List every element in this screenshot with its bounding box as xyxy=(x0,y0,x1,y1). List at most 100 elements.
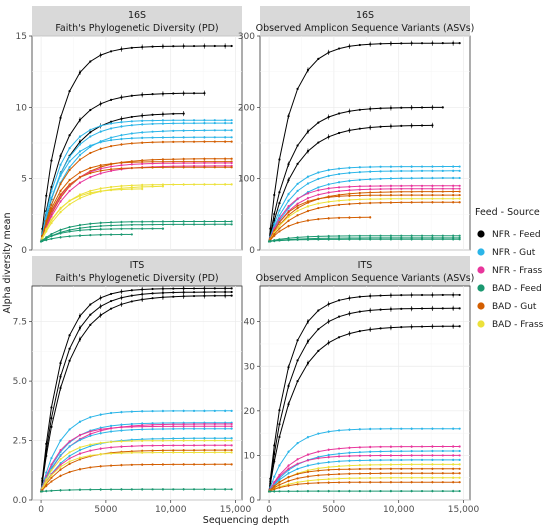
data-point xyxy=(317,481,320,485)
data-point xyxy=(99,465,102,468)
data-point xyxy=(224,422,227,426)
data-point xyxy=(50,197,53,200)
data-point xyxy=(182,425,185,428)
y-tick-label: 10 xyxy=(16,103,28,113)
series-line xyxy=(40,223,232,242)
data-point xyxy=(99,102,102,105)
data-point xyxy=(420,449,424,453)
data-point xyxy=(400,177,403,180)
data-point xyxy=(420,190,424,193)
y-axis-title: Alpha diversity mean xyxy=(2,213,13,314)
data-point xyxy=(161,444,165,447)
data-point xyxy=(68,134,71,137)
data-point xyxy=(224,161,227,165)
data-point xyxy=(120,464,123,467)
series-line xyxy=(268,459,460,492)
data-point xyxy=(306,459,310,462)
data-point xyxy=(369,450,372,453)
data-point xyxy=(161,296,165,299)
data-point xyxy=(369,238,372,241)
data-point xyxy=(151,158,154,161)
data-point xyxy=(278,227,281,230)
data-point xyxy=(224,451,227,454)
data-point xyxy=(296,458,299,461)
y-tick-label: 5.0 xyxy=(13,377,28,387)
data-point xyxy=(182,423,185,426)
legend-items: NFR - Feed NFR - Gut NFR - Frass BAD - Feed… xyxy=(477,230,544,330)
data-point xyxy=(441,467,444,470)
data-point xyxy=(130,410,133,413)
data-point xyxy=(89,228,92,231)
data-point xyxy=(59,154,62,158)
data-point xyxy=(348,171,351,174)
data-point xyxy=(389,234,393,237)
series-line xyxy=(268,450,460,492)
x-tick-label: 15,000 xyxy=(220,505,252,515)
data-point xyxy=(161,291,165,294)
data-point xyxy=(358,446,361,449)
data-point xyxy=(410,454,413,457)
data-point xyxy=(452,176,455,180)
data-point xyxy=(306,192,310,195)
data-point xyxy=(230,294,233,297)
data-point xyxy=(327,235,330,238)
data-point xyxy=(410,293,413,297)
data-point xyxy=(172,158,175,161)
data-point xyxy=(389,201,393,204)
data-point xyxy=(141,422,144,425)
data-point xyxy=(296,207,299,210)
data-point xyxy=(109,424,113,427)
data-point xyxy=(306,205,310,208)
data-point xyxy=(337,489,341,493)
panel-3: ITS Faith's Phylogenetic Diversity (PD) 0.… xyxy=(13,256,252,515)
data-point xyxy=(348,477,351,480)
data-point xyxy=(120,429,123,432)
data-point xyxy=(441,489,444,493)
data-point xyxy=(68,460,71,463)
data-point xyxy=(317,490,320,493)
data-point xyxy=(78,452,82,455)
data-point xyxy=(50,233,53,236)
data-point xyxy=(441,184,444,187)
data-point xyxy=(389,194,393,197)
data-point xyxy=(203,183,206,186)
data-point xyxy=(68,228,71,232)
data-point xyxy=(369,43,372,46)
y-tick-label: 5 xyxy=(21,175,27,185)
legend-item: BAD - Frass xyxy=(477,320,544,330)
y-tick-label: 7.5 xyxy=(13,318,27,328)
data-point xyxy=(431,165,434,168)
data-point xyxy=(78,314,82,317)
data-point xyxy=(120,161,123,164)
data-point xyxy=(130,422,133,426)
series-line xyxy=(268,481,460,492)
data-point xyxy=(400,489,403,493)
data-point xyxy=(203,129,206,132)
data-point xyxy=(287,211,290,214)
data-point xyxy=(358,295,361,298)
data-point xyxy=(213,140,216,143)
data-point xyxy=(327,341,330,344)
data-point xyxy=(348,468,351,471)
data-point xyxy=(337,465,341,468)
data-point xyxy=(420,124,424,127)
data-point xyxy=(358,451,361,454)
data-point xyxy=(410,307,413,310)
data-point xyxy=(369,481,372,484)
data-point xyxy=(278,214,281,217)
data-point xyxy=(369,185,372,188)
data-point xyxy=(213,463,216,466)
data-point xyxy=(182,157,185,161)
data-point xyxy=(431,124,434,127)
data-point xyxy=(337,472,341,476)
y-tick-label: 200 xyxy=(238,103,255,113)
data-point xyxy=(213,290,216,294)
data-point xyxy=(379,294,382,297)
data-point xyxy=(306,470,310,473)
data-point xyxy=(458,190,461,193)
data-point xyxy=(203,439,206,442)
data-point xyxy=(172,409,175,413)
data-point xyxy=(452,184,455,187)
data-point xyxy=(369,427,372,431)
legend-item: BAD - Gut xyxy=(477,302,537,312)
